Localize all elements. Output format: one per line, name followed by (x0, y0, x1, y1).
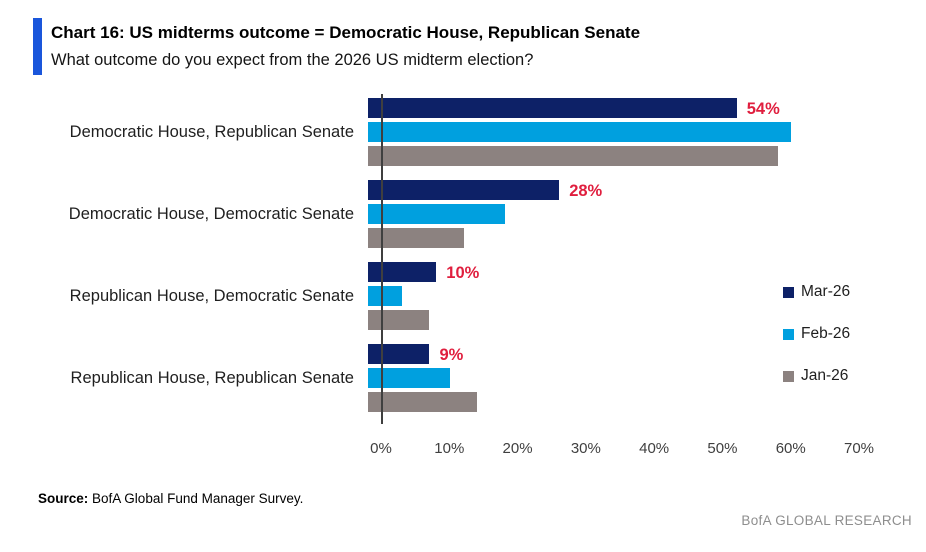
bar-feb-26 (368, 286, 403, 306)
bar-cluster: 54% (368, 98, 846, 166)
bar-mar-26 (368, 180, 560, 200)
legend-item-jan-26: Jan-26 (783, 367, 850, 385)
bar-jan-26 (368, 146, 778, 166)
x-tick-label: 70% (843, 440, 875, 457)
chart-legend: Mar-26 Feb-26 Jan-26 (783, 283, 850, 409)
bar-mar-26 (368, 262, 437, 282)
x-tick-label: 60% (775, 440, 806, 457)
legend-item-feb-26: Feb-26 (783, 325, 850, 343)
x-tick-label: 0% (370, 440, 392, 457)
brand-footer: BofA GLOBAL RESEARCH (741, 513, 912, 528)
data-label: 10% (446, 264, 480, 282)
legend-marker-icon (783, 286, 794, 298)
data-label: 54% (746, 100, 780, 118)
bar-feb-26 (368, 204, 505, 224)
chart-group: Republican House, Republican Senate 9% (0, 344, 846, 412)
chart-subtitle: What outcome do you expect from the 2026… (51, 51, 534, 69)
chart-group: Democratic House, Republican Senate 54% (0, 98, 846, 166)
x-tick-label: 50% (707, 440, 738, 457)
chart-title: Chart 16: US midterms outcome = Democrat… (51, 23, 641, 42)
chart-group: Democratic House, Democratic Senate 28% (0, 180, 846, 248)
legend-label: Mar-26 (801, 283, 851, 300)
legend-marker-icon (783, 328, 794, 340)
x-tick-label: 10% (434, 440, 465, 457)
bar-cluster: 10% (368, 262, 846, 330)
legend-item-mar-26: Mar-26 (783, 283, 850, 301)
legend-marker-icon (783, 370, 794, 382)
bar-mar-26 (368, 98, 737, 118)
bar-feb-26 (368, 122, 792, 142)
legend-label: Jan-26 (801, 367, 849, 384)
bar-jan-26 (368, 228, 464, 248)
category-label: Republican House, Republican Senate (70, 368, 354, 387)
chart-group: Republican House, Democratic Senate 10% (0, 262, 846, 330)
source-note: Source: BofA Global Fund Manager Survey. (38, 491, 303, 506)
x-tick-label: 20% (502, 440, 533, 457)
bar-jan-26 (368, 310, 430, 330)
source-text: BofA Global Fund Manager Survey. (92, 491, 304, 506)
chart-rows: Democratic House, Republican Senate 54% De… (0, 98, 846, 426)
data-label: 28% (569, 182, 603, 200)
category-label: Republican House, Democratic Senate (69, 286, 354, 305)
bar-chart: Democratic House, Republican Senate 54% De… (0, 92, 926, 484)
legend-label: Feb-26 (801, 325, 851, 342)
bar-mar-26 (368, 344, 430, 364)
bar-feb-26 (368, 368, 450, 388)
bar-cluster: 28% (368, 180, 846, 248)
chart-header: Chart 16: US midterms outcome = Democrat… (33, 18, 640, 75)
bar-cluster: 9% (368, 344, 846, 412)
source-label: Source: (38, 491, 89, 506)
category-label: Democratic House, Republican Senate (69, 122, 354, 141)
title-accent-bar (33, 18, 42, 75)
category-label: Democratic House, Democratic Senate (68, 204, 354, 223)
y-axis-line (381, 94, 383, 424)
data-label: 9% (439, 346, 464, 364)
header-text: Chart 16: US midterms outcome = Democrat… (51, 18, 640, 75)
bar-jan-26 (368, 392, 478, 412)
x-tick-label: 30% (570, 440, 601, 457)
x-tick-label: 40% (639, 440, 670, 457)
